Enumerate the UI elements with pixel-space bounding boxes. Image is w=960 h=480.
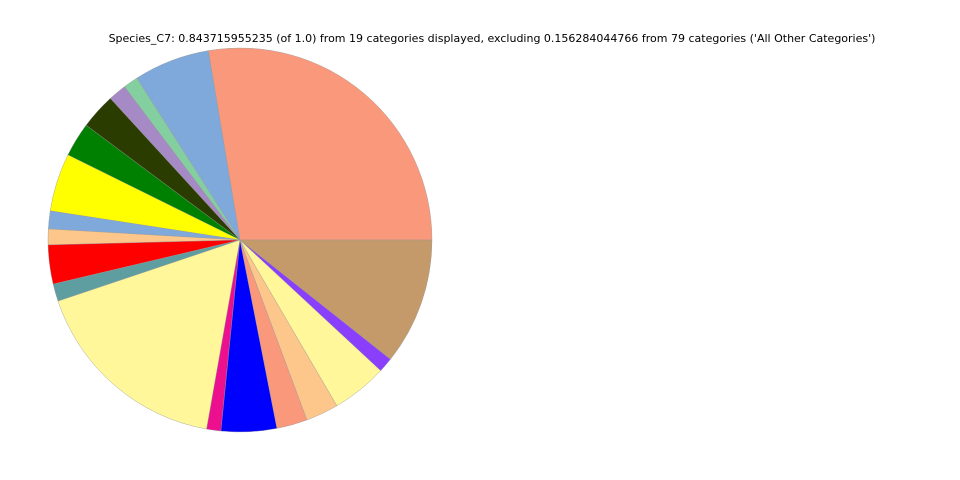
pie-slice (57, 239, 241, 430)
chart-title: Species_C7: 0.843715955235 (of 1.0) from… (109, 32, 876, 45)
pie-slice (208, 47, 433, 241)
pie-slice (239, 239, 433, 360)
